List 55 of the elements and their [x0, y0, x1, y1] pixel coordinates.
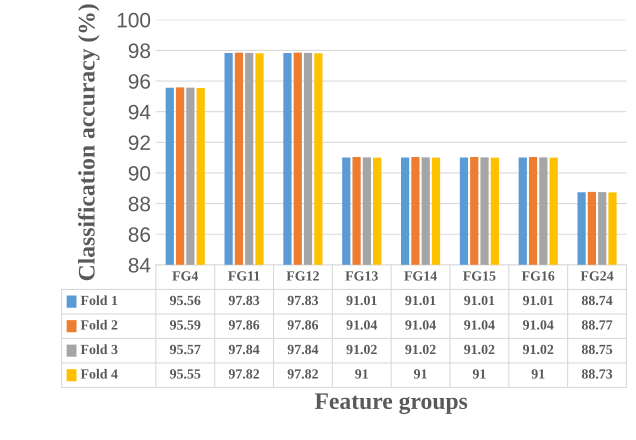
data-label: 95.59 — [170, 320, 200, 330]
x-tick-label: FG16 — [522, 271, 554, 281]
data-label: 91.02 — [464, 344, 494, 354]
data-label: 91.04 — [346, 320, 378, 330]
y-axis-title: Classification accuracy (%) — [78, 4, 100, 280]
data-label: 97.83 — [288, 296, 318, 306]
y-tick-label: 88 — [128, 196, 150, 212]
y-tick-label: 96 — [128, 74, 150, 89]
y-tick-label: 84 — [128, 258, 150, 273]
x-tick-label: FG13 — [345, 271, 378, 281]
x-tick-label: FG4 — [172, 271, 198, 281]
y-tick-label: 92 — [128, 135, 150, 150]
data-label: 91.04 — [405, 320, 436, 330]
data-label: 97.86 — [288, 320, 318, 330]
data-label: 97.84 — [228, 344, 260, 354]
y-tick-label: 94 — [128, 104, 150, 120]
y-tick-label: 90 — [128, 166, 150, 181]
data-label: 88.73 — [582, 369, 612, 379]
legend-label: Fold 4 — [80, 368, 118, 379]
data-label: 91.02 — [522, 344, 554, 354]
data-label: 97.82 — [228, 369, 260, 379]
data-label: 88.74 — [582, 296, 612, 306]
data-label: 91.02 — [405, 344, 436, 354]
data-label: 97.86 — [228, 320, 260, 330]
x-tick-label: FG15 — [463, 271, 496, 281]
data-label: 97.83 — [228, 296, 260, 306]
data-label: 91 — [532, 369, 544, 379]
data-label: 91.02 — [346, 344, 377, 354]
data-label: 97.84 — [288, 344, 318, 354]
y-tick-label: 86 — [128, 227, 150, 242]
data-label: 95.55 — [170, 369, 200, 379]
data-label: 91 — [472, 369, 486, 379]
data-label: 91.01 — [464, 296, 494, 306]
x-tick-label: FG14 — [404, 271, 437, 281]
x-tick-label: FG12 — [286, 271, 319, 281]
data-label: 91.01 — [405, 296, 436, 306]
y-tick-label: 100 — [118, 12, 150, 28]
data-label: 95.56 — [170, 296, 200, 306]
legend-label: Fold 1 — [80, 295, 118, 306]
x-tick-label: FG24 — [580, 271, 614, 281]
data-label: 91 — [414, 369, 427, 379]
data-label: 91.04 — [464, 320, 495, 330]
data-label: 88.77 — [582, 320, 612, 330]
data-label: 91.04 — [522, 320, 554, 330]
x-axis-title: Feature groups — [314, 393, 468, 414]
data-label: 91 — [355, 369, 368, 379]
data-label: 91.01 — [522, 296, 554, 306]
data-label: 88.75 — [582, 344, 612, 354]
data-label: 95.57 — [170, 344, 201, 354]
data-label: 97.82 — [288, 369, 318, 379]
x-tick-label: FG11 — [228, 271, 260, 281]
legend-label: Fold 3 — [80, 344, 118, 354]
legend-label: Fold 2 — [80, 320, 118, 330]
data-label: 91.01 — [346, 296, 377, 306]
y-tick-label: 98 — [128, 43, 150, 58]
